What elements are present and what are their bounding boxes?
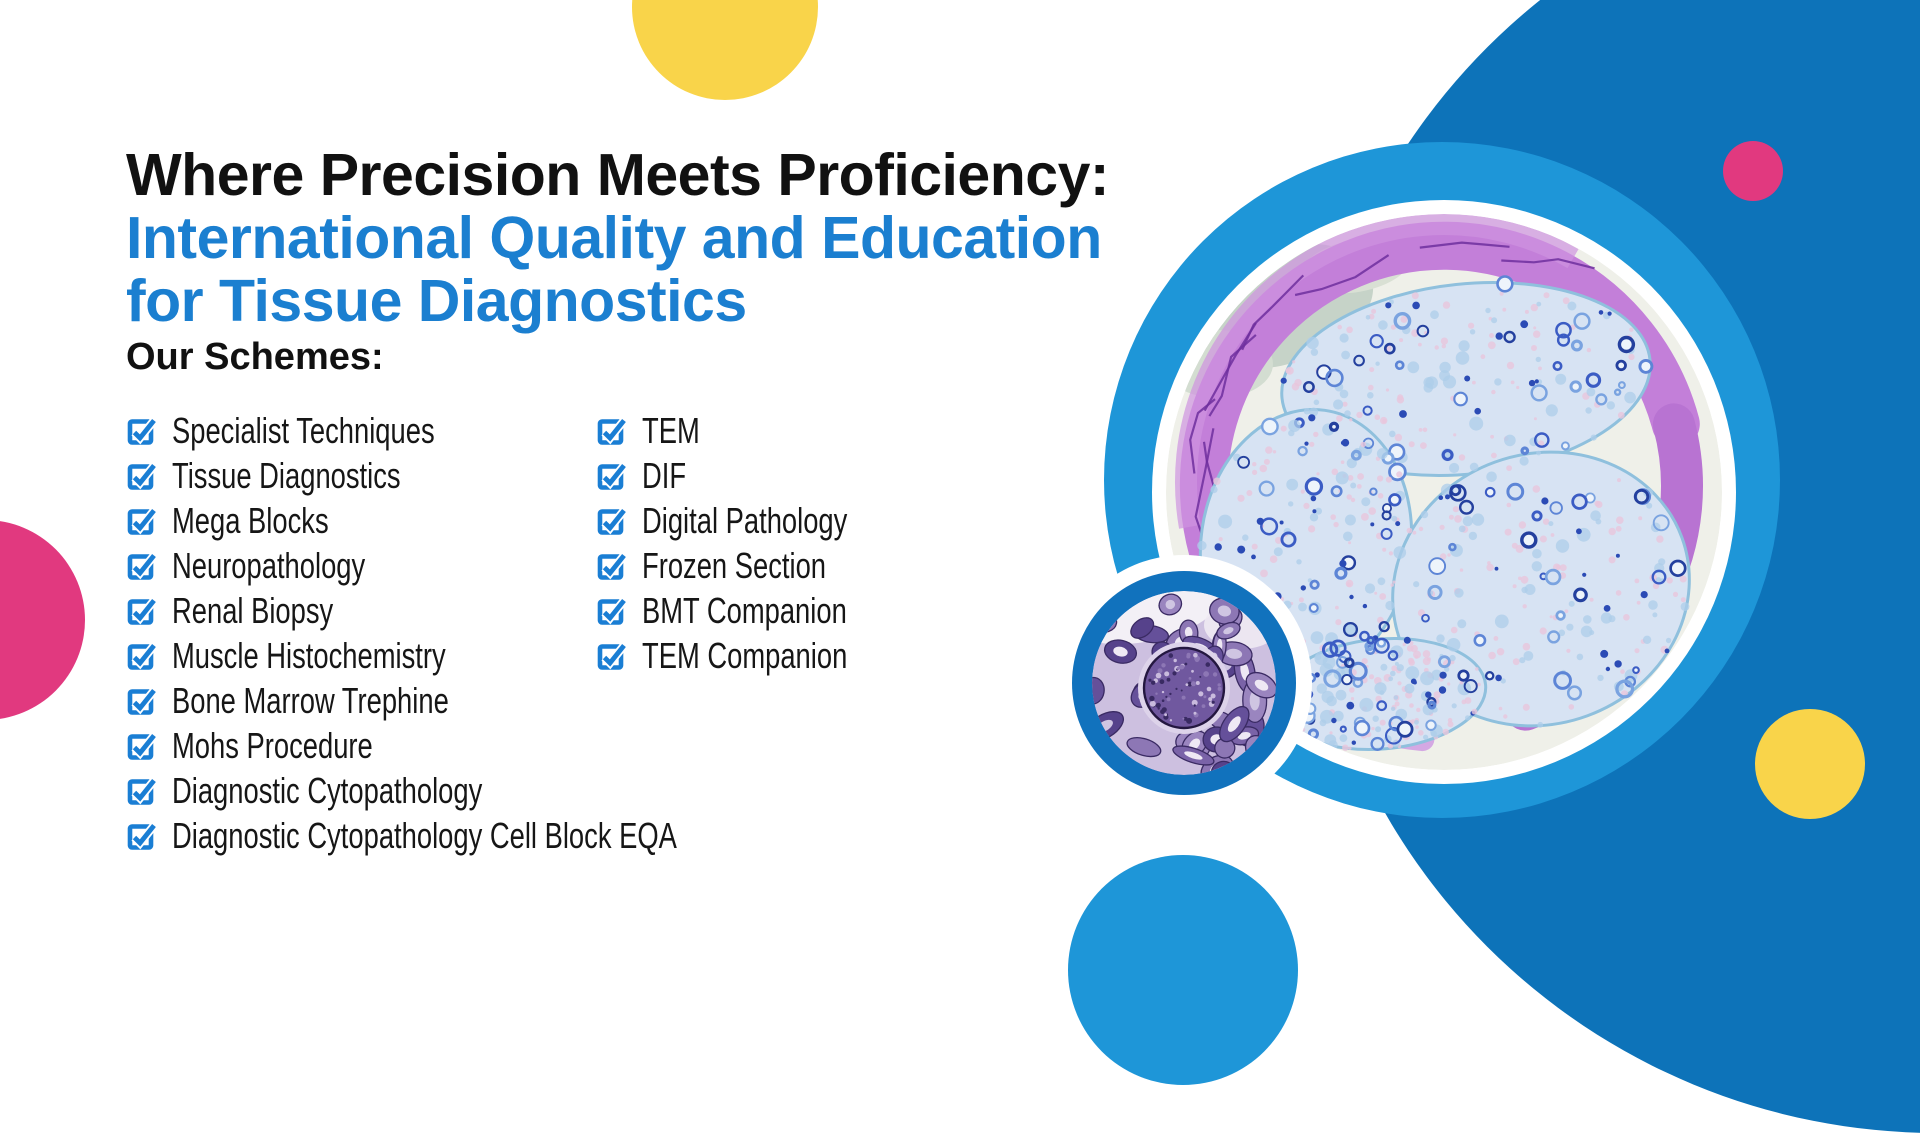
scheme-item: Diagnostic Cytopathology Cell Block EQA bbox=[126, 815, 836, 856]
scheme-item: Renal Biopsy bbox=[126, 590, 836, 631]
scheme-item: Mega Blocks bbox=[126, 500, 836, 541]
title-line-black: Where Precision Meets Proficiency: bbox=[126, 141, 1110, 208]
pink-circle-left bbox=[0, 520, 85, 720]
scheme-item-label: Specialist Techniques bbox=[172, 410, 435, 451]
scheme-item: Neuropathology bbox=[126, 545, 836, 586]
scheme-item-label: Bone Marrow Trephine bbox=[172, 680, 449, 721]
scheme-item: Bone Marrow Trephine bbox=[126, 680, 836, 721]
scheme-item-label: TEM bbox=[642, 410, 700, 451]
scheme-list-column-2: TEM DIF Digital Pathology Frozen Section BMT… bbox=[596, 410, 912, 686]
scheme-item: Frozen Section bbox=[596, 545, 912, 586]
title-line-blue-1: International Quality and Education bbox=[126, 204, 1102, 271]
azure-circle-bottom bbox=[1068, 855, 1298, 1085]
scheme-item: DIF bbox=[596, 455, 912, 496]
scheme-item-label: Neuropathology bbox=[172, 545, 366, 586]
scheme-item: Specialist Techniques bbox=[126, 410, 836, 451]
scheme-item: BMT Companion bbox=[596, 590, 912, 631]
title-line-blue-2: for Tissue Diagnostics bbox=[126, 267, 747, 334]
checkbox-checked-icon bbox=[127, 552, 158, 580]
checkbox-checked-icon bbox=[127, 687, 158, 715]
scheme-item: Muscle Histochemistry bbox=[126, 635, 836, 676]
page-title: Where Precision Meets Proficiency: Inter… bbox=[126, 141, 1110, 334]
scheme-item-label: Mohs Procedure bbox=[172, 725, 373, 766]
schemes-heading: Our Schemes: bbox=[126, 336, 384, 378]
checkbox-checked-icon bbox=[597, 507, 628, 535]
scheme-list-column-1: Specialist Techniques Tissue Diagnostics M… bbox=[126, 410, 836, 866]
yellow-dot bbox=[1755, 709, 1865, 819]
checkbox-checked-icon bbox=[597, 417, 628, 445]
scheme-item-label: Mega Blocks bbox=[172, 500, 329, 541]
small-specimen-ring bbox=[1072, 571, 1296, 795]
scheme-item-label: BMT Companion bbox=[642, 590, 847, 631]
yellow-circle-top bbox=[632, 0, 818, 100]
scheme-item-label: TEM Companion bbox=[642, 635, 848, 676]
scheme-item-label: Diagnostic Cytopathology Cell Block EQA bbox=[172, 815, 677, 856]
checkbox-checked-icon bbox=[127, 417, 158, 445]
scheme-item: TEM bbox=[596, 410, 912, 451]
checkbox-checked-icon bbox=[127, 642, 158, 670]
scheme-item: TEM Companion bbox=[596, 635, 912, 676]
pink-dot bbox=[1723, 141, 1783, 201]
checkbox-checked-icon bbox=[597, 462, 628, 490]
scheme-item-label: Frozen Section bbox=[642, 545, 827, 586]
scheme-item: Mohs Procedure bbox=[126, 725, 836, 766]
checkbox-checked-icon bbox=[597, 642, 628, 670]
checkbox-checked-icon bbox=[127, 732, 158, 760]
checkbox-checked-icon bbox=[127, 507, 158, 535]
scheme-item-label: Diagnostic Cytopathology bbox=[172, 770, 483, 811]
checkbox-checked-icon bbox=[127, 822, 158, 850]
scheme-item: Diagnostic Cytopathology bbox=[126, 770, 836, 811]
scheme-item-label: Digital Pathology bbox=[642, 500, 848, 541]
checkbox-checked-icon bbox=[127, 462, 158, 490]
scheme-item: Tissue Diagnostics bbox=[126, 455, 836, 496]
scheme-item: Digital Pathology bbox=[596, 500, 912, 541]
scheme-item-label: Renal Biopsy bbox=[172, 590, 334, 631]
scheme-item-label: Muscle Histochemistry bbox=[172, 635, 446, 676]
kidney-histology-photo bbox=[1092, 591, 1276, 775]
scheme-item-label: DIF bbox=[642, 455, 687, 496]
checkbox-checked-icon bbox=[127, 777, 158, 805]
checkbox-checked-icon bbox=[127, 597, 158, 625]
checkbox-checked-icon bbox=[597, 597, 628, 625]
checkbox-checked-icon bbox=[597, 552, 628, 580]
scheme-item-label: Tissue Diagnostics bbox=[172, 455, 401, 496]
